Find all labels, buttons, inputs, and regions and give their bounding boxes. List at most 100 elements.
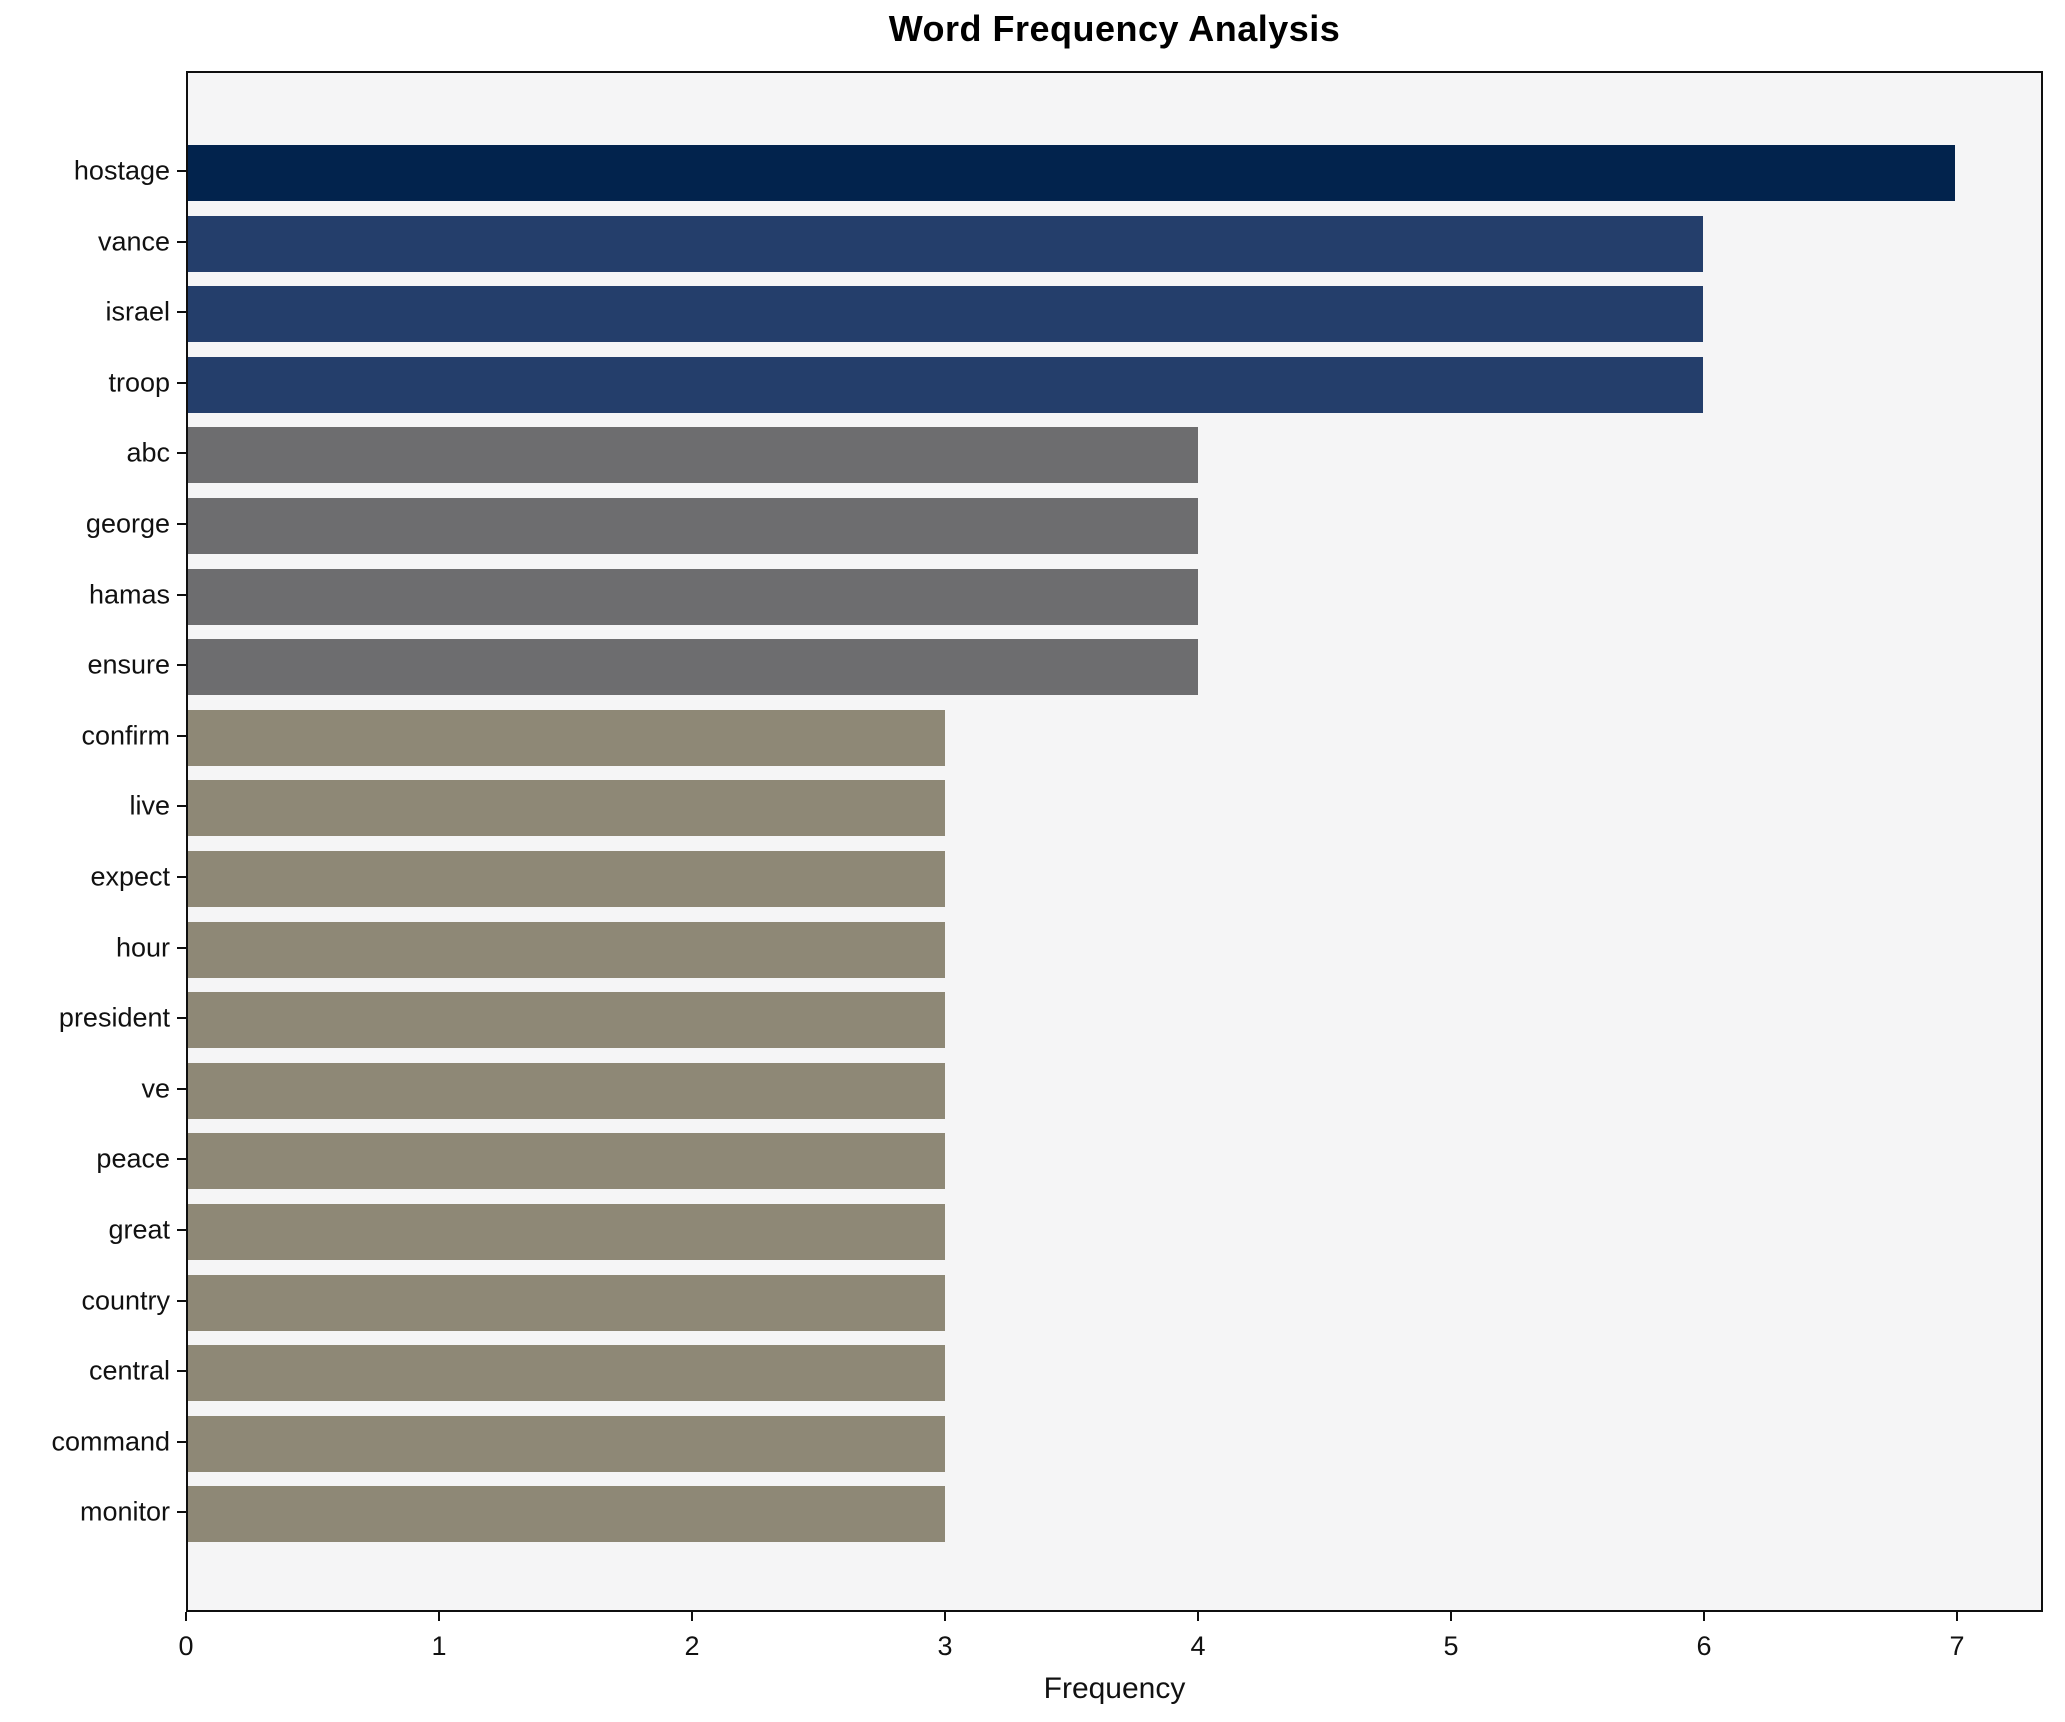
x-tick-mark-7 (1955, 1612, 1958, 1621)
y-tick-label-monitor: monitor (79, 1496, 170, 1527)
x-tick-label-6: 6 (1696, 1631, 1712, 1661)
bar-row-monitor (188, 1486, 2041, 1543)
bar-row-expect (188, 851, 2041, 907)
bar-troop (188, 356, 1703, 413)
bar-row-hamas (188, 568, 2041, 625)
bar-row-israel (188, 286, 2041, 343)
y-tick-mark-country (177, 1299, 186, 1302)
bar-row-hostage (188, 145, 2041, 201)
x-tick-mark-2 (690, 1612, 693, 1621)
y-tick-label-great: great (108, 1214, 170, 1245)
x-tick-mark-5 (1449, 1612, 1452, 1621)
bar-row-president (188, 992, 2041, 1049)
x-tick-label-7: 7 (1949, 1631, 1965, 1661)
bar-row-george (188, 498, 2041, 554)
y-tick-mark-israel (177, 311, 186, 314)
x-tick-mark-1 (437, 1612, 440, 1621)
bar-row-peace (188, 1133, 2041, 1190)
x-tick-label-4: 4 (1190, 1631, 1206, 1661)
y-tick-label-peace: peace (96, 1143, 170, 1174)
y-tick-label-ensure: ensure (87, 649, 170, 680)
y-tick-label-central: central (88, 1355, 170, 1386)
y-tick-mark-great (177, 1229, 186, 1231)
y-tick-label-hostage: hostage (73, 155, 170, 186)
y-tick-label-israel: israel (105, 296, 170, 327)
bar-expect (188, 851, 946, 907)
y-tick-label-hamas: hamas (88, 579, 170, 610)
plot-area (186, 71, 2043, 1612)
y-tick-label-confirm: confirm (81, 720, 170, 751)
x-tick-mark-6 (1702, 1612, 1705, 1621)
bar-george (188, 498, 1198, 554)
y-tick-mark-monitor (177, 1511, 186, 1514)
y-tick-label-hour: hour (115, 932, 170, 963)
bar-row-live (188, 780, 2041, 837)
y-tick-label-command: command (51, 1426, 170, 1457)
y-tick-label-vance: vance (97, 226, 170, 257)
y-tick-mark-president (177, 1017, 186, 1020)
bar-command (188, 1415, 946, 1472)
bar-row-hour (188, 921, 2041, 978)
y-tick-mark-hostage (177, 170, 186, 172)
bar-row-confirm (188, 709, 2041, 766)
y-tick-mark-expect (177, 876, 186, 878)
bar-row-ve (188, 1062, 2041, 1119)
bar-israel (188, 286, 1703, 343)
bar-abc (188, 427, 1198, 484)
bar-confirm (188, 709, 946, 766)
bar-ve (188, 1062, 946, 1119)
bar-row-command (188, 1415, 2041, 1472)
y-tick-mark-ve (177, 1087, 186, 1090)
x-tick-label-1: 1 (431, 1631, 447, 1661)
bar-row-central (188, 1345, 2041, 1402)
bar-row-troop (188, 356, 2041, 413)
bar-live (188, 780, 946, 837)
y-tick-label-ve: ve (141, 1073, 170, 1104)
y-tick-mark-abc (177, 452, 186, 455)
x-axis-title: Frequency (1043, 1672, 1186, 1705)
x-tick-label-2: 2 (684, 1631, 700, 1661)
x-tick-label-5: 5 (1443, 1631, 1459, 1661)
x-tick-label-3: 3 (937, 1631, 953, 1661)
x-tick-mark-4 (1196, 1612, 1199, 1621)
bar-row-vance (188, 215, 2041, 272)
y-tick-mark-central (177, 1370, 186, 1373)
bar-hamas (188, 568, 1198, 625)
y-tick-label-abc: abc (126, 437, 170, 468)
bar-hour (188, 921, 946, 978)
bar-peace (188, 1133, 946, 1190)
bar-monitor (188, 1486, 946, 1543)
y-tick-mark-troop (177, 381, 186, 384)
y-tick-label-president: president (58, 1002, 170, 1033)
y-tick-label-expect: expect (90, 861, 170, 892)
y-tick-label-country: country (81, 1285, 170, 1316)
y-tick-mark-vance (177, 240, 186, 243)
y-tick-mark-peace (177, 1158, 186, 1161)
y-tick-mark-hour (177, 946, 186, 949)
y-tick-label-george: george (85, 508, 170, 539)
bar-vance (188, 215, 1703, 272)
y-tick-label-live: live (129, 790, 170, 821)
x-tick-mark-0 (185, 1612, 187, 1621)
y-tick-label-troop: troop (108, 367, 170, 398)
bar-ensure (188, 639, 1198, 696)
y-tick-mark-ensure (177, 664, 186, 667)
bar-president (188, 992, 946, 1049)
bar-great (188, 1204, 946, 1260)
y-tick-mark-hamas (177, 593, 186, 596)
bar-row-abc (188, 427, 2041, 484)
bar-hostage (188, 145, 1956, 201)
bar-row-ensure (188, 639, 2041, 696)
x-tick-mark-3 (943, 1612, 946, 1621)
x-tick-label-0: 0 (178, 1631, 194, 1661)
bar-central (188, 1345, 946, 1402)
bar-row-country (188, 1274, 2041, 1331)
bar-country (188, 1274, 946, 1331)
bar-row-great (188, 1204, 2041, 1260)
y-tick-mark-live (177, 805, 186, 808)
y-tick-mark-confirm (177, 734, 186, 737)
chart-title: Word Frequency Analysis (888, 8, 1341, 49)
y-tick-mark-command (177, 1440, 186, 1443)
y-tick-mark-george (177, 523, 186, 525)
